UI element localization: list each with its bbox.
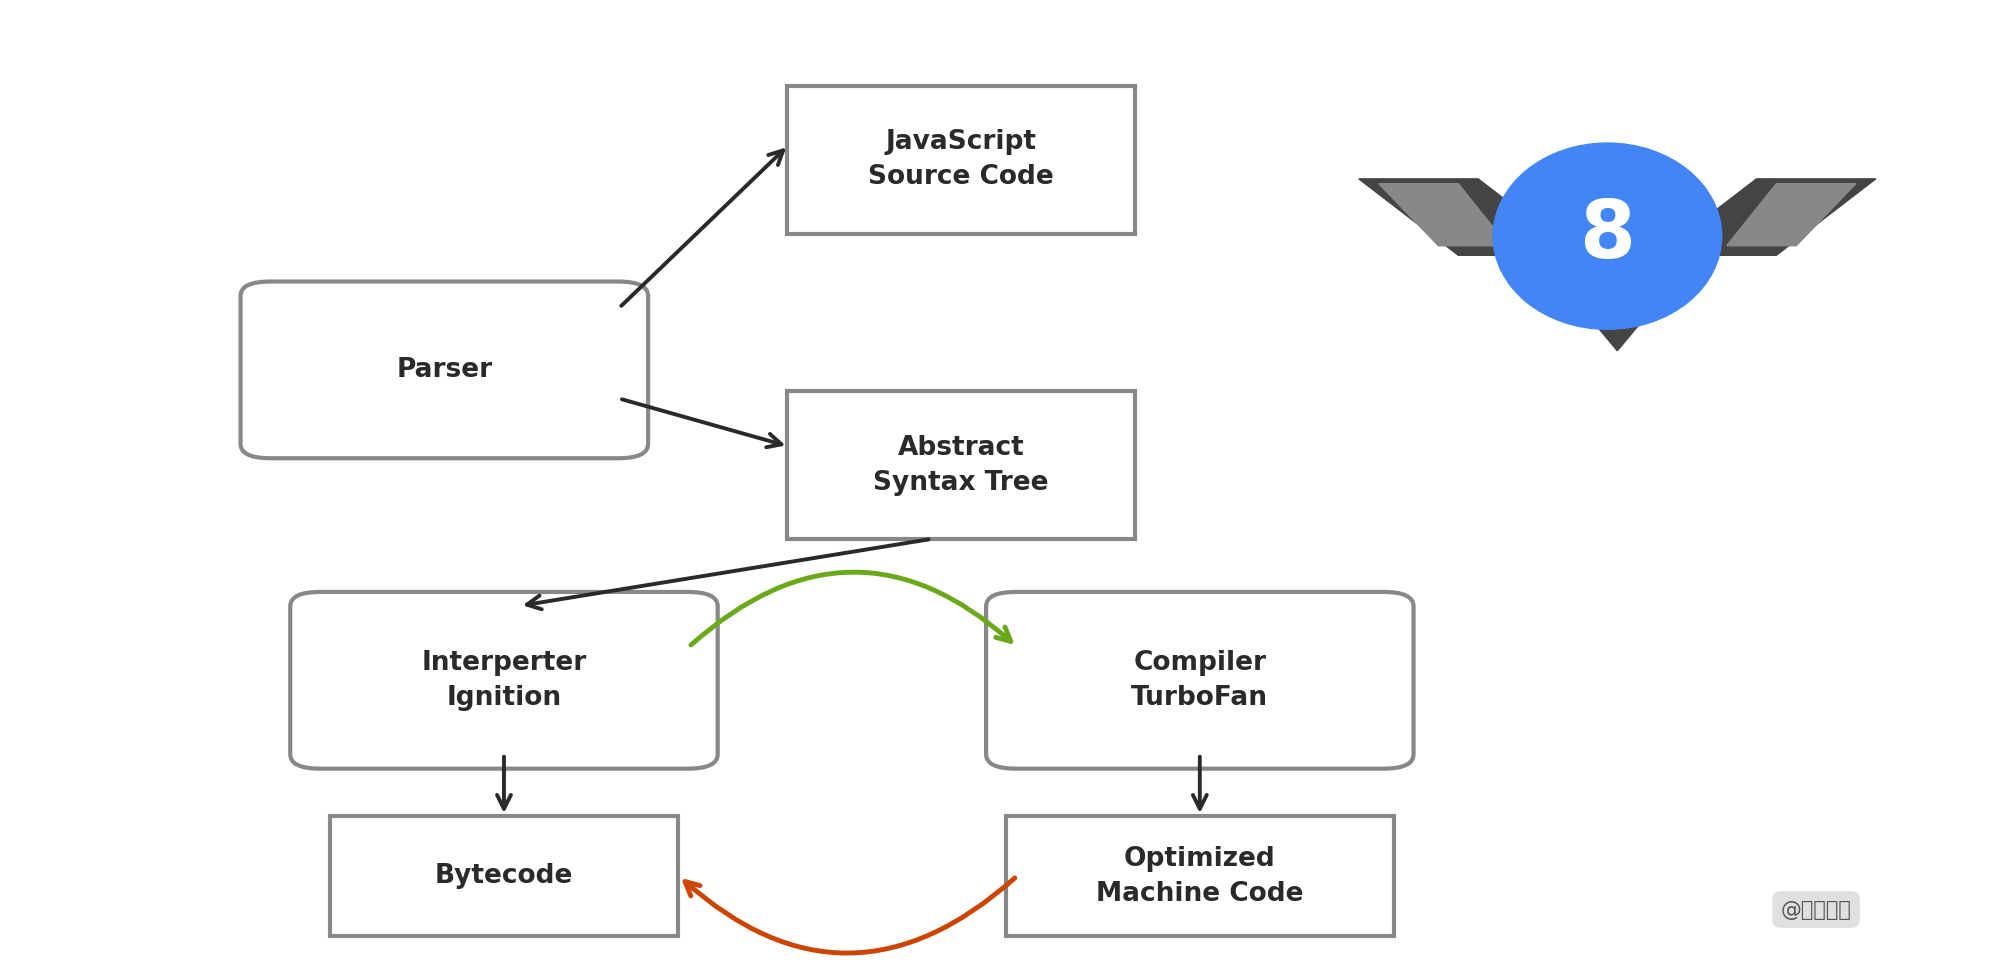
FancyBboxPatch shape	[787, 85, 1135, 234]
Polygon shape	[1726, 184, 1856, 246]
Polygon shape	[1359, 179, 1578, 255]
Text: Optimized
Machine Code: Optimized Machine Code	[1095, 846, 1303, 907]
FancyBboxPatch shape	[240, 282, 649, 458]
Text: JavaScript
Source Code: JavaScript Source Code	[869, 129, 1055, 190]
FancyBboxPatch shape	[1005, 817, 1393, 936]
FancyBboxPatch shape	[987, 592, 1413, 768]
Text: Abstract
Syntax Tree: Abstract Syntax Tree	[873, 435, 1049, 496]
Polygon shape	[1379, 184, 1508, 246]
FancyBboxPatch shape	[290, 592, 717, 768]
Text: Compiler
TurboFan: Compiler TurboFan	[1131, 650, 1269, 711]
Text: Parser: Parser	[396, 357, 492, 383]
Text: Interperter
Ignition: Interperter Ignition	[420, 650, 587, 711]
Polygon shape	[1658, 179, 1876, 255]
Polygon shape	[1538, 255, 1698, 351]
FancyBboxPatch shape	[787, 391, 1135, 540]
Text: @拉勾教育: @拉勾教育	[1780, 899, 1852, 920]
Text: Bytecode: Bytecode	[434, 863, 573, 890]
FancyBboxPatch shape	[330, 817, 679, 936]
Text: 8: 8	[1580, 197, 1636, 275]
Ellipse shape	[1493, 143, 1722, 329]
